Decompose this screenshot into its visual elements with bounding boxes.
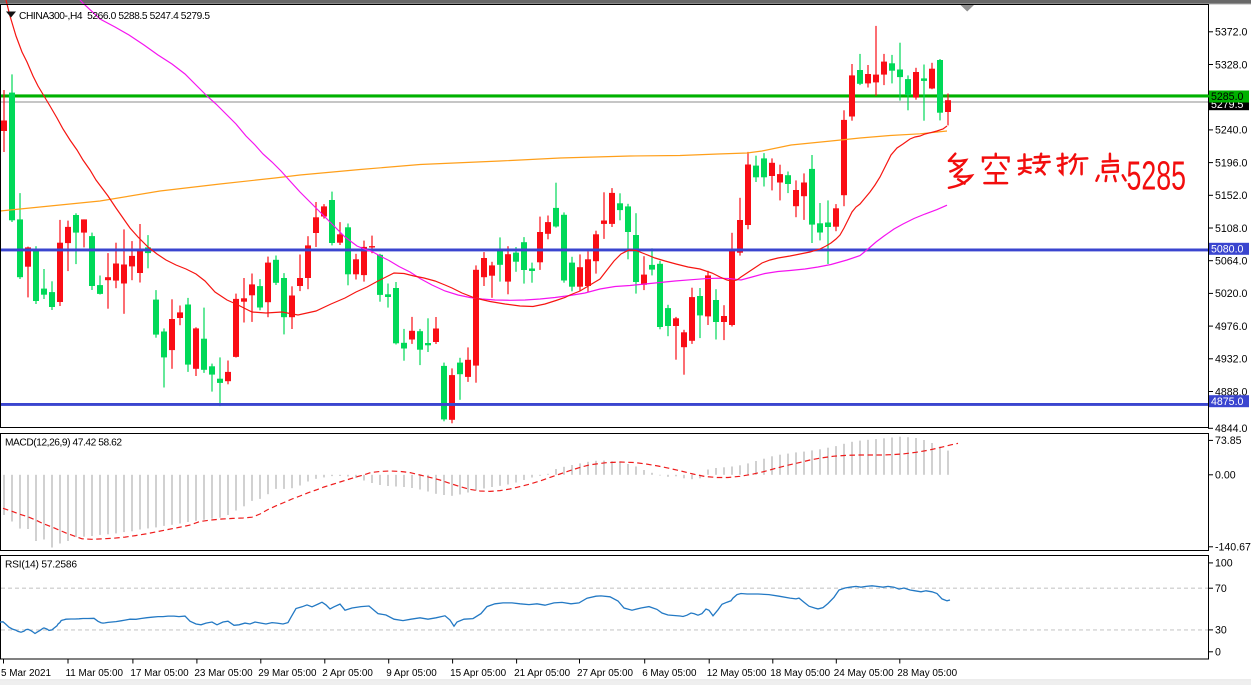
svg-text:4875.0: 4875.0 [1211, 396, 1244, 408]
svg-text:27 Apr 05:00: 27 Apr 05:00 [577, 668, 634, 679]
svg-text:28 May 05:00: 28 May 05:00 [897, 668, 957, 679]
svg-text:CHINA300-,H4 5266.0 5288.5 52: CHINA300-,H4 5266.0 5288.5 5247.4 5279.5 [19, 11, 210, 22]
svg-text:MACD(12,26,9) 47.42 58.62: MACD(12,26,9) 47.42 58.62 [5, 438, 122, 449]
svg-text:4932.0: 4932.0 [1215, 354, 1248, 366]
svg-text:0: 0 [1215, 647, 1221, 659]
svg-text:100: 100 [1215, 558, 1233, 570]
svg-text:23 Mar 05:00: 23 Mar 05:00 [194, 668, 253, 679]
svg-text:6 May 05:00: 6 May 05:00 [642, 668, 697, 679]
svg-text:30: 30 [1215, 625, 1227, 637]
svg-text:4976.0: 4976.0 [1215, 321, 1248, 333]
svg-text:15 Apr 05:00: 15 Apr 05:00 [450, 668, 507, 679]
svg-text:12 May 05:00: 12 May 05:00 [707, 668, 767, 679]
svg-text:5240.0: 5240.0 [1215, 125, 1248, 137]
svg-text:24 May 05:00: 24 May 05:00 [834, 668, 894, 679]
svg-text:17 Mar 05:00: 17 Mar 05:00 [130, 668, 189, 679]
svg-text:11 Mar 05:00: 11 Mar 05:00 [66, 668, 124, 679]
svg-text:70: 70 [1215, 583, 1227, 595]
svg-text:5372.0: 5372.0 [1215, 27, 1248, 39]
svg-text:73.85: 73.85 [1215, 435, 1242, 447]
svg-text:5285.0: 5285.0 [1211, 91, 1244, 103]
svg-text:RSI(14) 57.2586: RSI(14) 57.2586 [5, 560, 77, 571]
svg-text:2 Apr 05:00: 2 Apr 05:00 [322, 668, 373, 679]
svg-text:4844.0: 4844.0 [1215, 423, 1248, 435]
svg-text:18 May 05:00: 18 May 05:00 [770, 668, 830, 679]
svg-text:9 Apr 05:00: 9 Apr 05:00 [386, 668, 437, 679]
svg-text:5 Mar 2021: 5 Mar 2021 [1, 668, 51, 679]
svg-text:5108.0: 5108.0 [1215, 223, 1248, 235]
svg-text:29 Mar 05:00: 29 Mar 05:00 [258, 668, 317, 679]
svg-text:21 Apr 05:00: 21 Apr 05:00 [514, 668, 571, 679]
svg-text:-140.67: -140.67 [1215, 542, 1251, 554]
svg-text:5328.0: 5328.0 [1215, 59, 1248, 71]
svg-text:5020.0: 5020.0 [1215, 288, 1248, 300]
svg-text:5285: 5285 [1127, 154, 1186, 199]
svg-text:5064.0: 5064.0 [1215, 256, 1248, 268]
svg-text:5196.0: 5196.0 [1215, 157, 1248, 169]
svg-text:0.00: 0.00 [1215, 470, 1236, 482]
svg-text:5152.0: 5152.0 [1215, 190, 1248, 202]
svg-text:5080.0: 5080.0 [1211, 244, 1244, 256]
